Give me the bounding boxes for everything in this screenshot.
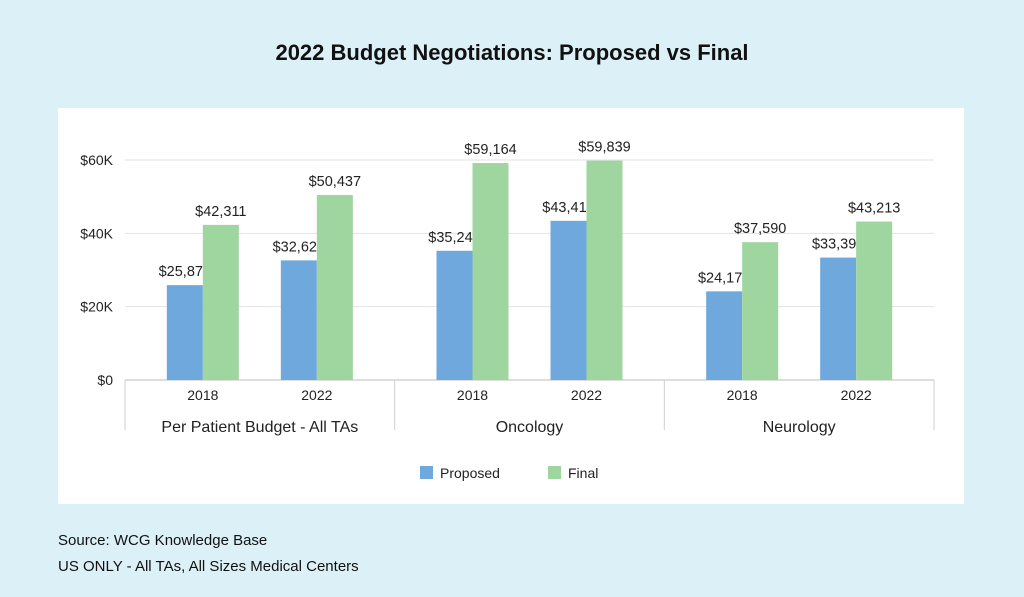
legend-proposed-label: Proposed [440, 465, 500, 481]
group-label: Oncology [496, 419, 564, 436]
group-label: Neurology [763, 419, 836, 436]
group-label: Per Patient Budget - All TAs [161, 419, 358, 436]
data-label: $50,437 [309, 174, 361, 190]
chart-panel: $0 $20K $40K $60K $25,873 $42,311 2018 $32,621 $… [58, 108, 964, 504]
data-label: $35,245 [428, 230, 480, 246]
x-tick-label: 2018 [457, 387, 488, 403]
data-label: $37,590 [734, 221, 786, 237]
source-note: Source: WCG Knowledge Base [58, 532, 268, 549]
scope-note: US ONLY - All TAs, All Sizes Medical Cen… [58, 558, 359, 575]
x-tick-label: 2018 [727, 387, 758, 403]
data-label: $32,621 [273, 239, 325, 255]
y-tick-label: $40K [80, 225, 113, 241]
bar-proposed [550, 220, 587, 380]
data-label: $59,839 [578, 140, 630, 156]
data-label: $43,417 [542, 200, 594, 216]
y-tick-label: $20K [80, 299, 113, 315]
data-label: $42,311 [195, 204, 246, 220]
x-tick-label: 2022 [841, 387, 872, 403]
bar-final [742, 242, 779, 380]
data-label: $25,873 [159, 264, 211, 280]
legend-final-label: Final [568, 465, 598, 481]
bar-final [856, 221, 893, 380]
bar-proposed [706, 291, 743, 380]
bar-proposed [820, 257, 857, 380]
data-label: $59,164 [464, 142, 516, 158]
chart-title: 2022 Budget Negotiations: Proposed vs Fi… [275, 40, 749, 65]
y-tick-label: $60K [80, 152, 113, 168]
y-tick-label: $0 [97, 372, 113, 388]
data-label: $33,396 [812, 237, 864, 253]
bar-proposed [436, 250, 473, 380]
legend-proposed-swatch [420, 466, 433, 479]
bar-final [472, 163, 509, 380]
data-label: $43,213 [848, 201, 900, 217]
bar-chart: $0 $20K $40K $60K $25,873 $42,311 2018 $32,621 $… [80, 140, 935, 481]
bar-proposed [166, 285, 203, 380]
bar-proposed [280, 260, 317, 380]
data-label: $24,177 [698, 270, 750, 286]
x-tick-label: 2022 [301, 387, 332, 403]
x-tick-label: 2022 [571, 387, 602, 403]
legend-final-swatch [548, 466, 561, 479]
x-tick-label: 2018 [187, 387, 218, 403]
bar-final [586, 160, 623, 380]
bar-final [316, 195, 353, 380]
bar-final [202, 224, 239, 380]
